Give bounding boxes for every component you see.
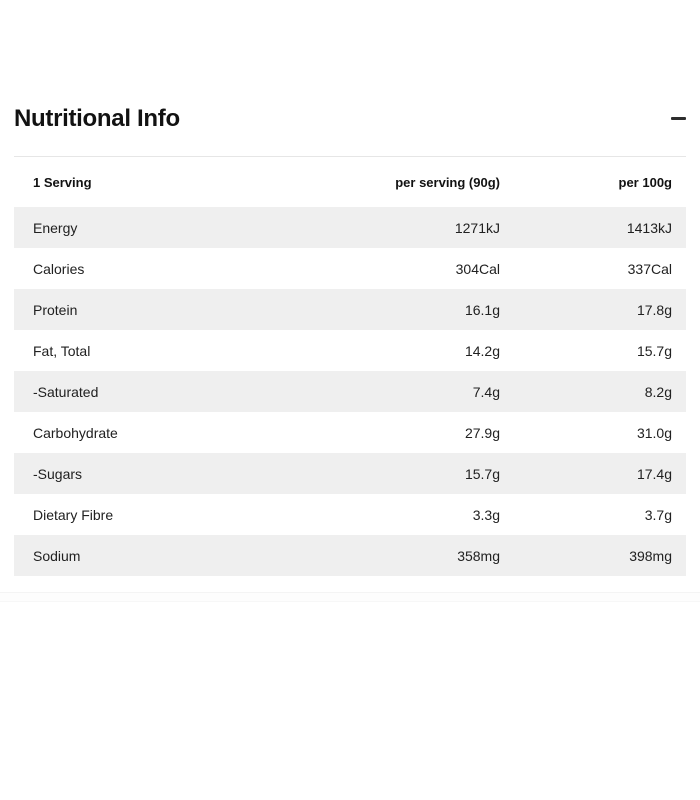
table-row-dietary-fibre: Dietary Fibre 3.3g 3.7g [14, 494, 686, 535]
table-row-carbohydrate: Carbohydrate 27.9g 31.0g [14, 412, 686, 453]
row-label: Fat, Total [33, 342, 91, 359]
value-per-100g: 8.2g [644, 383, 672, 400]
row-label: Sodium [33, 547, 81, 564]
value-per-serving: 14.2g [464, 342, 500, 359]
column-header-per-serving: per serving (90g) [395, 174, 500, 190]
row-label: Protein [33, 301, 78, 318]
column-header-per-100g: per 100g [618, 174, 672, 190]
row-label: Carbohydrate [33, 424, 118, 441]
table-row-energy: Energy 1271kJ 1413kJ [14, 207, 686, 248]
table-row-protein: Protein 16.1g 17.8g [14, 289, 686, 330]
table-row-calories: Calories 304Cal 337Cal [14, 248, 686, 289]
value-per-serving: 3.3g [472, 506, 500, 523]
value-per-100g: 17.8g [636, 301, 672, 318]
section-header: Nutritional Info [14, 100, 686, 137]
value-per-serving: 358mg [457, 547, 500, 564]
value-per-100g: 3.7g [644, 506, 672, 523]
column-header-serving: 1 Serving [33, 174, 92, 190]
value-per-100g: 31.0g [636, 424, 672, 441]
value-per-100g: 337Cal [627, 260, 672, 277]
section-divider [0, 592, 700, 602]
value-per-serving: 27.9g [464, 424, 500, 441]
value-per-100g: 1413kJ [626, 219, 672, 236]
value-per-serving: 15.7g [464, 465, 500, 482]
minus-icon [671, 117, 686, 120]
value-per-serving: 16.1g [464, 301, 500, 318]
value-per-100g: 15.7g [636, 342, 672, 359]
value-per-100g: 17.4g [636, 465, 672, 482]
row-label: -Sugars [33, 465, 83, 482]
table-row-sodium: Sodium 358mg 398mg [14, 535, 686, 576]
row-label: Energy [33, 219, 78, 236]
nutritional-info-section: Nutritional Info 1 Serving per serving (… [0, 100, 700, 576]
value-per-serving: 304Cal [455, 260, 500, 277]
row-label: Calories [33, 260, 85, 277]
table-row-fat-total: Fat, Total 14.2g 15.7g [14, 330, 686, 371]
table-row-saturated: -Saturated 7.4g 8.2g [14, 371, 686, 412]
nutrition-table: 1 Serving per serving (90g) per 100g Ene… [14, 156, 686, 576]
table-row-sugars: -Sugars 15.7g 17.4g [14, 453, 686, 494]
row-label: Dietary Fibre [33, 506, 114, 523]
section-title: Nutritional Info [14, 104, 180, 132]
value-per-100g: 398mg [629, 547, 672, 564]
row-label: -Saturated [33, 383, 99, 400]
value-per-serving: 7.4g [472, 383, 500, 400]
value-per-serving: 1271kJ [454, 219, 500, 236]
table-header-row: 1 Serving per serving (90g) per 100g [14, 157, 686, 207]
collapse-button[interactable] [664, 108, 686, 130]
